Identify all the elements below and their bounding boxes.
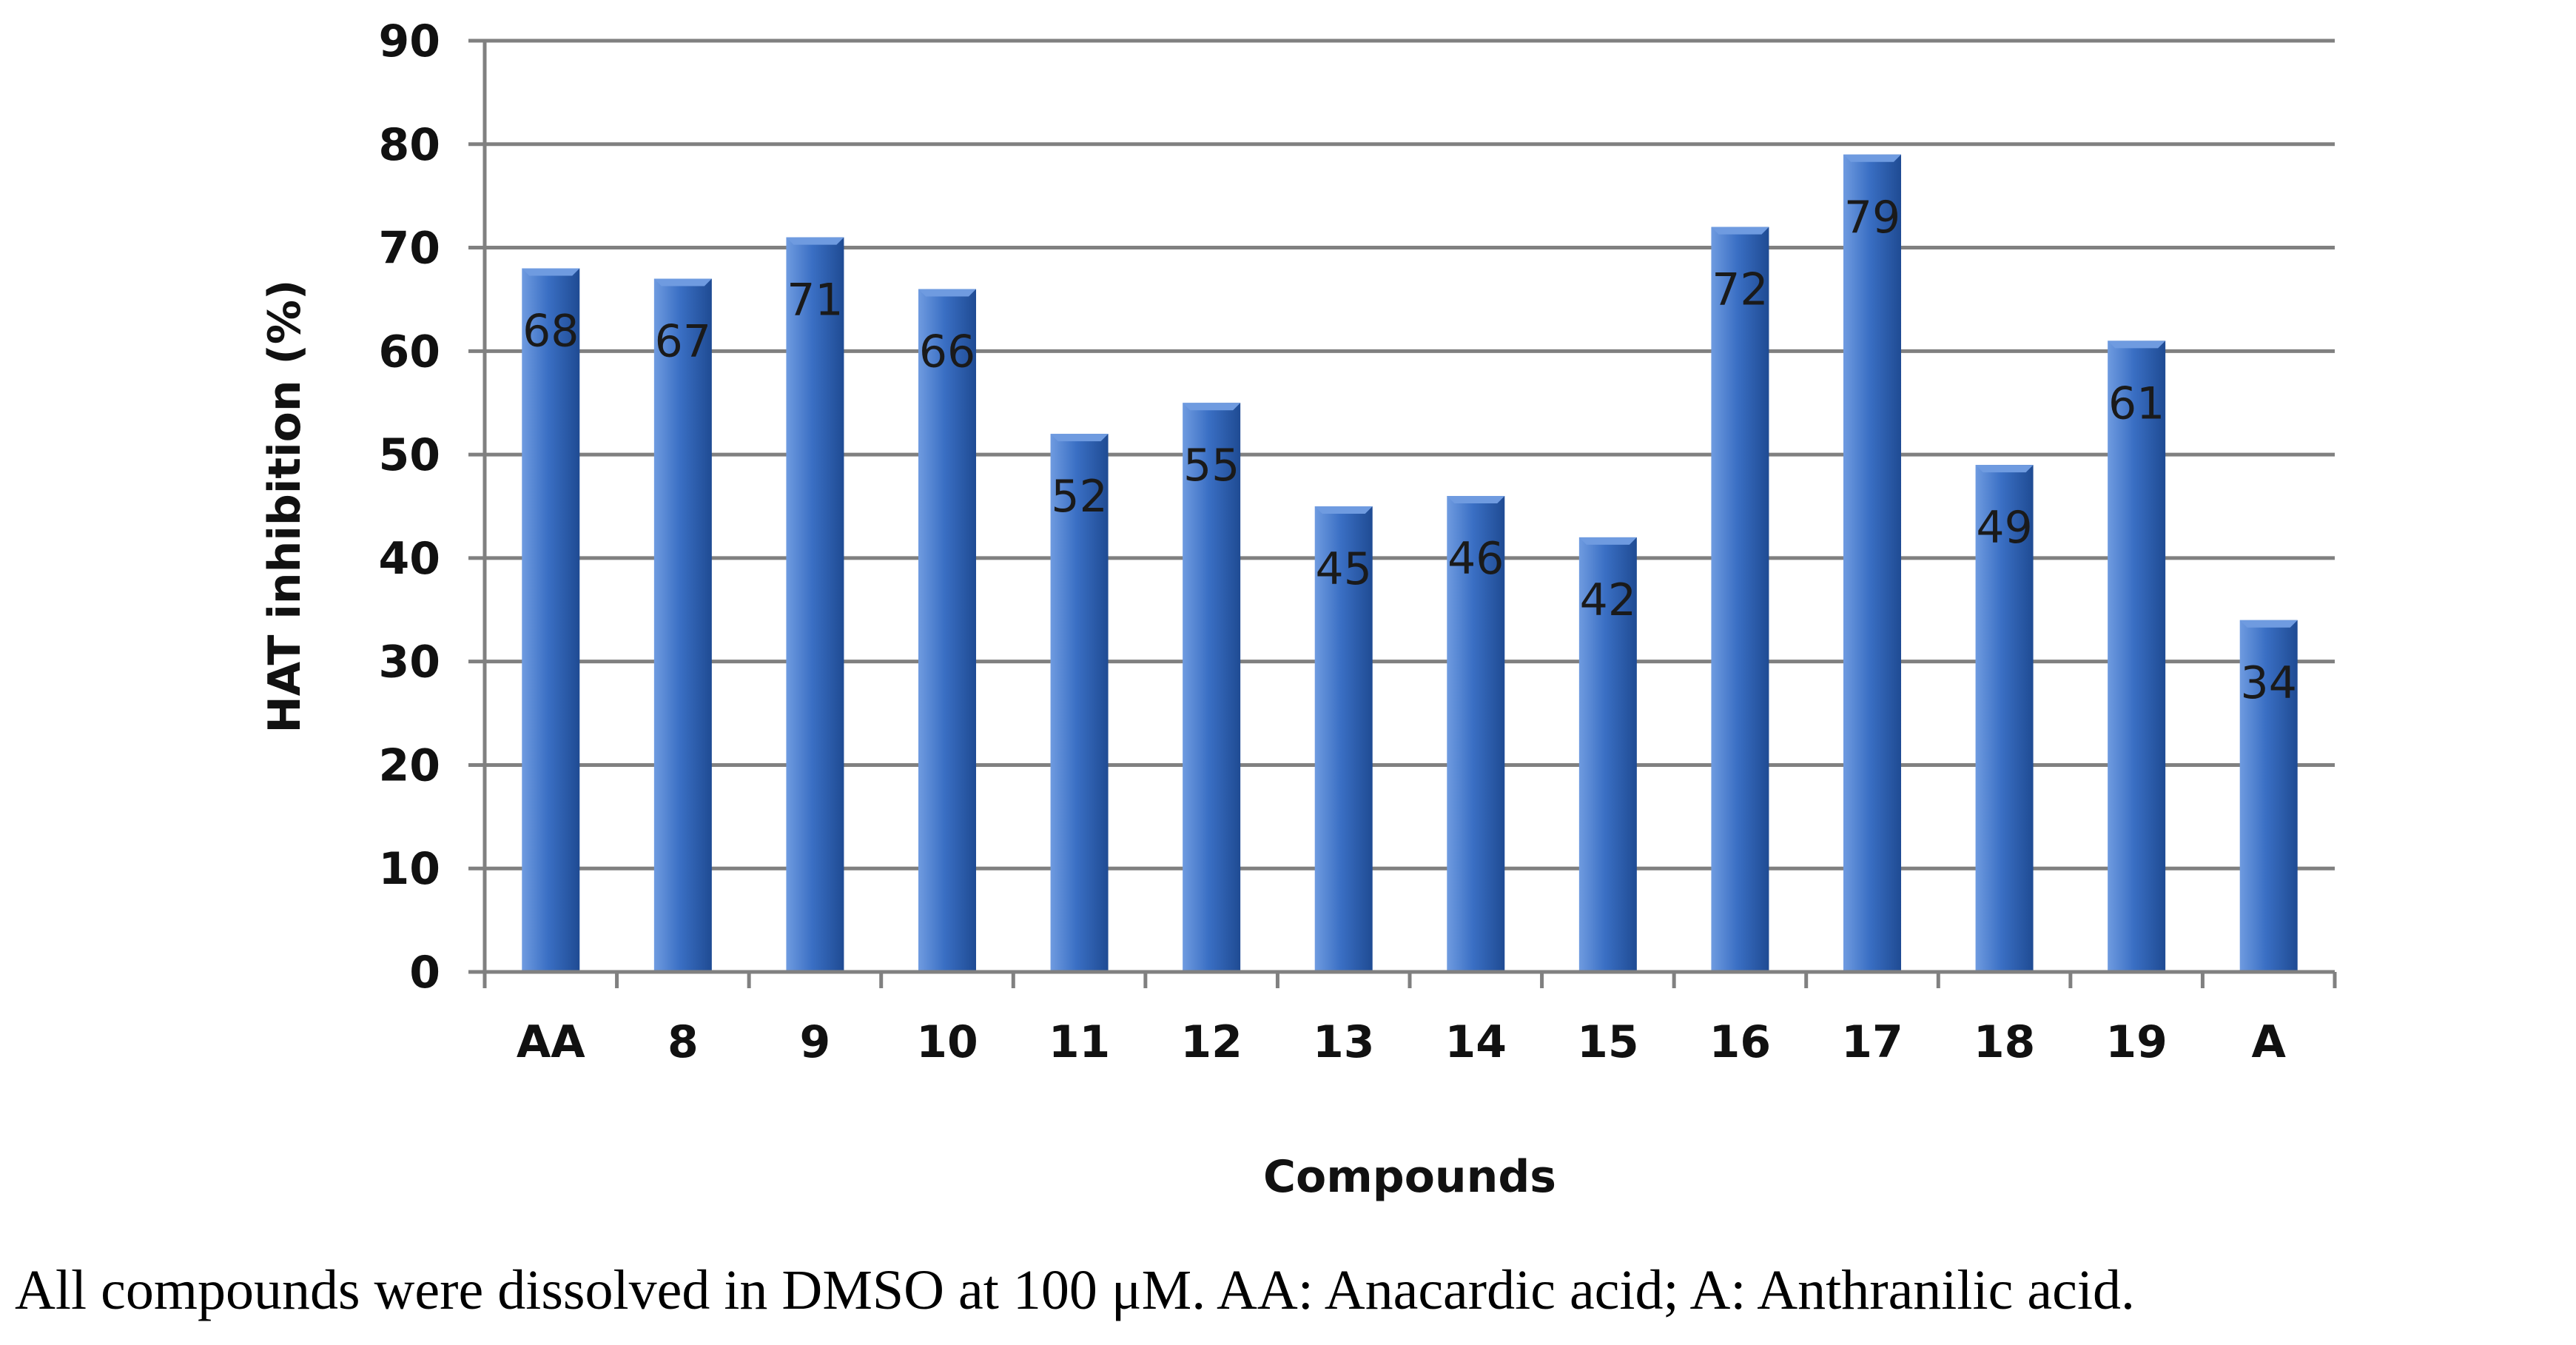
y-axis-title: HAT inhibition (%) xyxy=(259,280,311,734)
data-label: 45 xyxy=(1316,543,1372,595)
bar-top-9 xyxy=(786,237,844,245)
data-label: 61 xyxy=(2108,378,2165,429)
bar-top-18 xyxy=(1975,465,2034,473)
bar-top-13 xyxy=(1314,506,1373,514)
data-label: 68 xyxy=(522,306,579,358)
x-tick-label: 11 xyxy=(1049,1016,1111,1068)
bar-top-17 xyxy=(1843,154,1901,162)
bar-19 xyxy=(2108,341,2166,972)
x-tick-label: 19 xyxy=(2105,1016,2168,1068)
data-labels: 68 67 71 66 52 55 45 46 42 72 79 49 61 34 xyxy=(522,192,2297,709)
bar-top-AA xyxy=(522,268,580,276)
data-label: 42 xyxy=(1580,574,1636,626)
x-tick-label: 16 xyxy=(1709,1016,1772,1068)
y-tick-label: 20 xyxy=(379,739,441,791)
x-tick-label: 10 xyxy=(916,1016,978,1068)
bar-top-A xyxy=(2239,620,2298,628)
data-label: 72 xyxy=(1712,264,1768,316)
x-tick-label: 12 xyxy=(1180,1016,1242,1068)
data-label: 66 xyxy=(919,326,975,378)
y-tick-label: 90 xyxy=(379,16,441,67)
bar-top-16 xyxy=(1711,227,1769,235)
data-label: 55 xyxy=(1183,440,1240,492)
bar-top-15 xyxy=(1578,537,1637,545)
data-label: 67 xyxy=(655,315,711,367)
bar-top-14 xyxy=(1447,496,1505,504)
bar-top-19 xyxy=(2108,341,2166,349)
axes xyxy=(468,38,2337,988)
bars xyxy=(522,154,2298,973)
data-label: 49 xyxy=(1976,502,2032,554)
bar-12 xyxy=(1183,403,1241,972)
y-tick-label: 40 xyxy=(379,533,441,585)
bar-15 xyxy=(1578,537,1637,972)
data-label: 71 xyxy=(787,275,843,326)
data-label: 34 xyxy=(2241,657,2297,709)
data-label: 79 xyxy=(1844,192,1900,244)
x-tick-label: 13 xyxy=(1313,1016,1375,1068)
x-tick-label: 18 xyxy=(1974,1016,2036,1068)
data-label: 52 xyxy=(1051,471,1107,523)
x-tick-label: 15 xyxy=(1577,1016,1639,1068)
x-tick-label: 8 xyxy=(667,1016,699,1068)
x-tick-label: A xyxy=(2251,1016,2286,1068)
y-tick-label: 0 xyxy=(409,947,440,999)
bar-top-10 xyxy=(918,289,976,297)
x-tick-labels: AA 8 9 10 11 12 13 14 15 16 17 18 19 A xyxy=(517,1016,2287,1068)
x-tick-label: 9 xyxy=(800,1016,831,1068)
y-tick-labels: 0 10 20 30 40 50 60 70 80 90 xyxy=(379,16,441,999)
y-tick-label: 70 xyxy=(379,223,441,275)
bar-chart: 0 10 20 30 40 50 60 70 80 90 AA 8 9 10 11 12 13 14 15 16 17… xyxy=(259,16,2337,1203)
x-tick-label: 14 xyxy=(1445,1016,1507,1068)
bar-17 xyxy=(1843,154,1901,972)
bar-16 xyxy=(1711,227,1769,973)
bar-10 xyxy=(918,289,976,972)
bar-top-12 xyxy=(1183,403,1241,411)
bar-13 xyxy=(1314,506,1373,972)
bar-9 xyxy=(786,237,844,973)
bar-AA xyxy=(522,268,580,972)
bar-top-8 xyxy=(653,278,712,286)
y-tick-label: 10 xyxy=(379,843,441,895)
bar-A xyxy=(2239,620,2298,972)
grid-lines xyxy=(485,38,2335,871)
bar-top-11 xyxy=(1050,434,1109,442)
bar-11 xyxy=(1050,434,1109,972)
bar-14 xyxy=(1447,496,1505,972)
y-tick-label: 30 xyxy=(379,637,441,688)
figure-caption: All compounds were dissolved in DMSO at … xyxy=(15,1259,2135,1321)
y-tick-label: 50 xyxy=(379,429,441,481)
x-tick-label: AA xyxy=(517,1016,585,1068)
y-tick-label: 80 xyxy=(379,119,441,171)
bar-8 xyxy=(653,278,712,972)
x-axis-title: Compounds xyxy=(1263,1151,1556,1203)
x-tick-label: 17 xyxy=(1841,1016,1903,1068)
y-tick-label: 60 xyxy=(379,326,441,378)
data-label: 46 xyxy=(1447,533,1504,585)
bar-18 xyxy=(1975,465,2034,972)
